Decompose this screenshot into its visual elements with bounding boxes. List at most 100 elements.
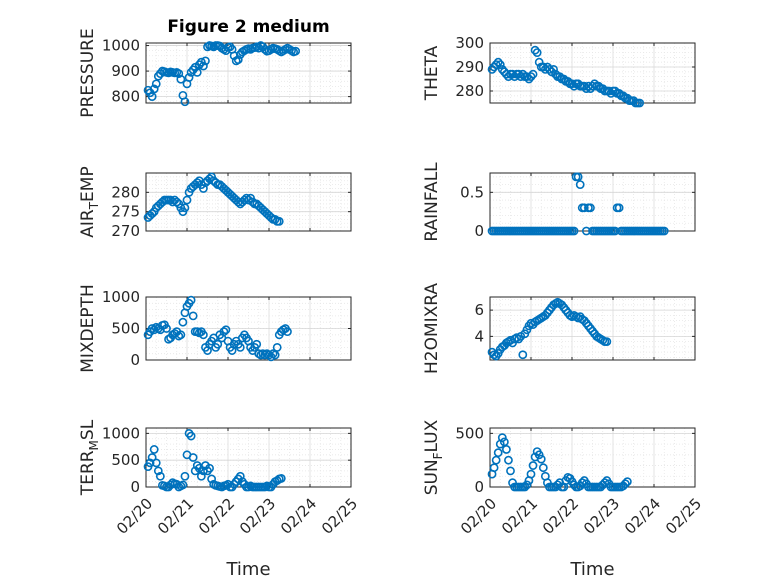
data-point <box>573 172 583 182</box>
data-point <box>221 325 231 335</box>
y-tick-label: 290 <box>455 58 484 76</box>
data-point <box>188 453 198 462</box>
data-point <box>178 480 188 490</box>
data-point <box>530 45 540 55</box>
data-point <box>219 327 229 337</box>
y-tick-label: 500 <box>111 451 140 469</box>
y-tick-label: 300 <box>455 34 484 52</box>
data-series <box>143 41 301 107</box>
data-series <box>487 433 632 492</box>
data-point <box>149 445 159 454</box>
data-point <box>272 342 282 352</box>
data-point <box>182 195 192 205</box>
data-point <box>604 86 614 96</box>
data-point <box>151 79 161 89</box>
data-point <box>575 180 585 189</box>
x-tick-label: 02/22 <box>195 495 238 538</box>
data-point <box>532 48 542 57</box>
y-tick-label: 0 <box>474 478 484 496</box>
data-point <box>192 178 202 188</box>
x-tick-label: 02/21 <box>154 495 197 538</box>
data-series <box>143 428 286 492</box>
data-point <box>495 60 505 69</box>
y-axis-label: RAINFALL <box>422 162 442 242</box>
x-tick-label: 02/23 <box>580 495 623 538</box>
data-point <box>180 471 190 481</box>
y-tick-label: 0.5 <box>460 183 484 201</box>
y-axis-label: TERRMSL <box>78 419 101 496</box>
data-point <box>622 477 632 487</box>
data-point <box>567 79 577 89</box>
x-tick-label: 02/23 <box>236 495 279 538</box>
x-axis-label: Time <box>569 559 614 580</box>
y-tick-label: 280 <box>111 183 140 201</box>
y-tick-label: 900 <box>111 62 140 80</box>
y-axis-label: PRESSURE <box>78 28 98 117</box>
data-point <box>252 339 262 349</box>
data-point <box>499 437 509 447</box>
data-point <box>614 203 624 213</box>
data-point <box>501 69 511 79</box>
axes-box <box>489 427 696 488</box>
data-point <box>149 84 159 94</box>
y-tick-label: 6 <box>474 301 484 319</box>
data-point <box>192 67 202 77</box>
data-point <box>198 61 208 71</box>
data-point <box>264 350 274 360</box>
axes-box <box>145 42 352 104</box>
grid <box>489 173 696 232</box>
data-point <box>242 193 251 203</box>
data-point <box>180 203 190 213</box>
data-point <box>205 463 214 473</box>
y-tick-label: 1000 <box>102 424 140 442</box>
data-point <box>534 450 544 460</box>
grid <box>145 427 352 488</box>
y-tick-label: 800 <box>111 88 140 106</box>
data-point <box>211 178 221 188</box>
data-point <box>145 458 155 468</box>
axes-box <box>145 427 352 488</box>
data-point <box>276 474 286 483</box>
data-point <box>602 337 612 347</box>
data-point <box>176 330 186 340</box>
data-point <box>600 478 610 488</box>
data-point <box>536 454 546 464</box>
data-point <box>162 324 171 333</box>
y-axis-label: MIXDEPTH <box>78 284 98 373</box>
data-point <box>526 72 536 81</box>
x-tick-label: 02/24 <box>621 495 664 538</box>
chart-title: Figure 2 medium <box>167 17 329 37</box>
y-tick-label: 0 <box>130 478 140 496</box>
data-point <box>545 65 554 74</box>
data-series <box>487 45 645 108</box>
axes-box <box>489 296 696 361</box>
data-series <box>143 172 284 226</box>
data-point <box>270 350 280 360</box>
data-point <box>151 458 161 468</box>
data-point <box>153 466 163 476</box>
data-point <box>184 73 194 82</box>
subplot-theta: 280 290 300 THETA <box>422 34 696 108</box>
subplot-h2omixra: 4 6 H2OMIXRA <box>422 283 696 374</box>
y-axis-label: AIRTEMP <box>78 166 101 237</box>
data-point <box>588 81 597 91</box>
y-tick-label: 280 <box>455 82 484 100</box>
data-point <box>188 311 198 321</box>
data-point <box>508 69 517 79</box>
data-point <box>506 466 515 476</box>
data-point <box>213 339 223 349</box>
grid <box>489 428 696 488</box>
data-point <box>528 461 538 470</box>
data-point <box>147 92 157 102</box>
y-axis-label: H2OMIXRA <box>422 283 442 374</box>
y-tick-label: 4 <box>474 327 484 345</box>
data-point <box>497 433 507 443</box>
y-tick-label: 275 <box>111 203 140 221</box>
data-series <box>487 297 612 361</box>
x-tick-label: 02/20 <box>113 495 156 538</box>
data-point <box>493 57 503 67</box>
